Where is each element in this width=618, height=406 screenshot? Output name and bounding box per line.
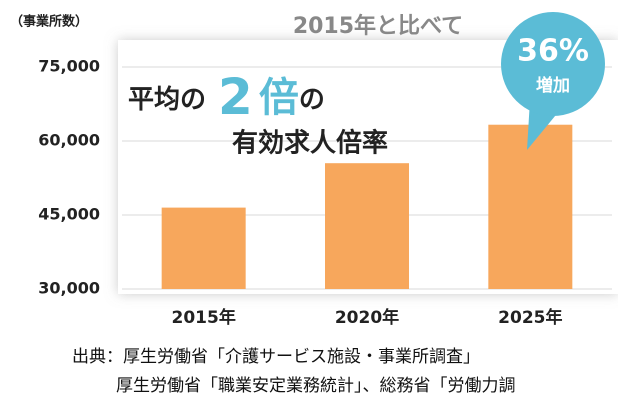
headline: 平均の 2 倍の — [128, 68, 325, 126]
bar — [161, 207, 246, 289]
headline-part: 倍 — [259, 75, 299, 121]
percent-text: 36% — [517, 34, 589, 69]
bar — [325, 163, 409, 289]
x-tick-label: 2015年 — [172, 307, 236, 328]
y-tick-label: 30,000 — [38, 279, 100, 298]
y-tick-label: 45,000 — [38, 205, 100, 224]
y-axis-label: （事業所数） — [10, 14, 88, 30]
x-tick-label: 2020年 — [335, 307, 399, 328]
x-tick-label: 2025年 — [498, 307, 562, 328]
y-tick-label: 60,000 — [38, 131, 100, 150]
source-line: 出典：厚生労働省「介護サービス施設・事業所調査」 — [72, 347, 480, 367]
headline-part: 有効求人倍率 — [232, 128, 388, 159]
headline-number: 2 — [218, 68, 253, 126]
bar — [488, 124, 573, 289]
headline-part: の — [299, 85, 325, 115]
source-line: 厚生労働省「職業安定業務統計」、総務省「労働力調 — [116, 376, 516, 396]
bubble — [501, 12, 605, 150]
compare-text: 2015年と比べて — [293, 13, 463, 39]
bubble-circle — [501, 12, 605, 116]
increase-text: 増加 — [536, 75, 570, 96]
headline-part: 平均の — [128, 85, 206, 115]
y-tick-label: 75,000 — [38, 57, 100, 76]
